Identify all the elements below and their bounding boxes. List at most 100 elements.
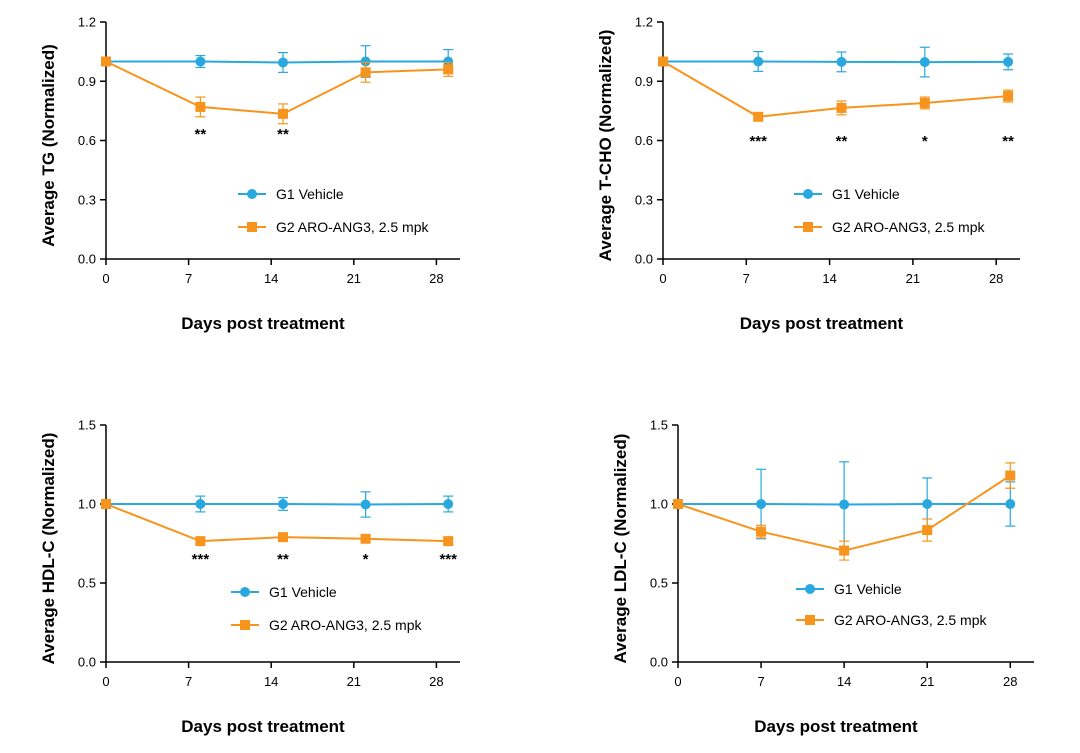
significance-marker: ** bbox=[1002, 133, 1014, 150]
x-tick-label: 7 bbox=[185, 271, 192, 286]
significance-marker: * bbox=[922, 133, 928, 150]
x-tick-label: 14 bbox=[822, 271, 836, 286]
y-axis-label: Average LDL-C (Normalized) bbox=[611, 434, 630, 664]
data-point-vehicle bbox=[360, 499, 371, 510]
data-point-vehicle bbox=[836, 56, 847, 67]
data-point-vehicle bbox=[278, 499, 288, 509]
y-tick-label: 0.0 bbox=[78, 655, 96, 670]
data-point-vehicle bbox=[919, 57, 930, 68]
x-tick-label: 21 bbox=[347, 271, 361, 286]
legend-marker-treated bbox=[247, 222, 257, 232]
y-tick-label: 0.0 bbox=[78, 252, 96, 267]
data-point-treated bbox=[195, 536, 206, 547]
data-point-treated bbox=[278, 532, 288, 543]
significance-marker: * bbox=[363, 551, 369, 568]
data-point-treated bbox=[443, 64, 454, 75]
legend-label: G2 ARO-ANG3, 2.5 mpk bbox=[832, 219, 985, 235]
data-point-treated bbox=[1005, 470, 1016, 481]
data-point-vehicle bbox=[360, 56, 371, 67]
legend-label: G2 ARO-ANG3, 2.5 mpk bbox=[269, 617, 422, 633]
data-point-treated bbox=[922, 525, 933, 536]
x-tick-label: 7 bbox=[185, 674, 192, 689]
data-point-vehicle bbox=[195, 56, 206, 67]
data-point-vehicle bbox=[839, 499, 850, 510]
data-point-treated bbox=[756, 526, 767, 537]
x-tick-label: 28 bbox=[429, 674, 443, 689]
legend-label: G1 Vehicle bbox=[834, 581, 902, 597]
significance-marker: *** bbox=[192, 551, 210, 568]
significance-marker: *** bbox=[749, 133, 767, 150]
data-point-treated bbox=[101, 56, 111, 67]
y-tick-label: 0.0 bbox=[635, 252, 653, 267]
x-axis-label: Days post treatment bbox=[754, 717, 918, 736]
data-point-treated bbox=[836, 102, 847, 113]
x-tick-label: 21 bbox=[906, 271, 920, 286]
x-tick-label: 28 bbox=[429, 271, 443, 286]
x-tick-label: 0 bbox=[659, 271, 666, 286]
y-tick-label: 0.0 bbox=[650, 655, 668, 670]
data-point-treated bbox=[658, 56, 668, 67]
significance-marker: ** bbox=[836, 133, 848, 150]
y-tick-label: 1.0 bbox=[78, 497, 96, 512]
x-tick-label: 0 bbox=[102, 674, 109, 689]
y-tick-label: 1.2 bbox=[635, 15, 653, 30]
significance-marker: *** bbox=[439, 551, 457, 568]
data-point-treated bbox=[919, 97, 930, 108]
x-tick-label: 7 bbox=[743, 271, 750, 286]
y-tick-label: 1.5 bbox=[78, 418, 96, 433]
series-line-treated bbox=[662, 60, 1009, 118]
legend-label: G2 ARO-ANG3, 2.5 mpk bbox=[276, 219, 429, 235]
legend-marker-treated bbox=[803, 222, 813, 232]
data-point-vehicle bbox=[922, 499, 933, 509]
x-tick-label: 14 bbox=[264, 271, 278, 286]
significance-marker: ** bbox=[277, 126, 289, 143]
x-tick-label: 0 bbox=[674, 674, 681, 689]
series-line-vehicle bbox=[663, 60, 1009, 64]
legend-marker-vehicle bbox=[803, 189, 813, 199]
x-tick-label: 21 bbox=[347, 674, 361, 689]
data-point-vehicle bbox=[756, 499, 767, 509]
data-point-vehicle bbox=[278, 57, 288, 68]
data-point-vehicle bbox=[443, 56, 454, 67]
y-tick-label: 0.9 bbox=[635, 74, 653, 89]
legend-marker-vehicle bbox=[247, 189, 257, 199]
legend-label: G1 Vehicle bbox=[276, 186, 344, 202]
x-axis-label: Days post treatment bbox=[740, 314, 904, 333]
data-point-treated bbox=[443, 536, 454, 547]
y-axis-label: Average T-CHO (Normalized) bbox=[596, 30, 615, 262]
x-tick-label: 14 bbox=[837, 674, 851, 689]
data-point-vehicle bbox=[195, 499, 206, 509]
y-tick-label: 0.3 bbox=[635, 192, 653, 207]
data-point-treated bbox=[673, 499, 683, 509]
significance-marker: ** bbox=[277, 551, 289, 568]
legend-label: G1 Vehicle bbox=[832, 186, 900, 202]
legend-label: G1 Vehicle bbox=[269, 584, 337, 600]
y-tick-label: 0.6 bbox=[78, 133, 96, 148]
series-line-treated bbox=[105, 60, 449, 115]
data-point-treated bbox=[839, 545, 850, 556]
x-tick-label: 28 bbox=[1003, 674, 1017, 689]
data-point-treated bbox=[195, 101, 206, 112]
data-point-treated bbox=[753, 111, 764, 122]
y-tick-label: 0.5 bbox=[650, 576, 668, 591]
data-point-vehicle bbox=[1005, 499, 1016, 509]
y-tick-label: 0.9 bbox=[78, 74, 96, 89]
data-point-vehicle bbox=[1003, 56, 1014, 67]
series-line-treated bbox=[105, 503, 449, 543]
y-axis-label: Average TG (Normalized) bbox=[39, 44, 58, 246]
legend-marker-treated bbox=[805, 615, 815, 625]
legend-marker-vehicle bbox=[240, 587, 250, 597]
x-tick-label: 0 bbox=[102, 271, 109, 286]
legend-label: G2 ARO-ANG3, 2.5 mpk bbox=[834, 612, 987, 628]
x-axis-label: Days post treatment bbox=[181, 717, 345, 736]
data-point-treated bbox=[278, 108, 288, 119]
series-line-vehicle bbox=[106, 60, 449, 64]
y-tick-label: 1.2 bbox=[78, 15, 96, 30]
legend-marker-treated bbox=[240, 620, 250, 630]
legend-marker-vehicle bbox=[805, 584, 815, 594]
data-point-treated bbox=[360, 533, 371, 544]
x-axis-label: Days post treatment bbox=[181, 314, 345, 333]
data-point-vehicle bbox=[753, 56, 764, 67]
